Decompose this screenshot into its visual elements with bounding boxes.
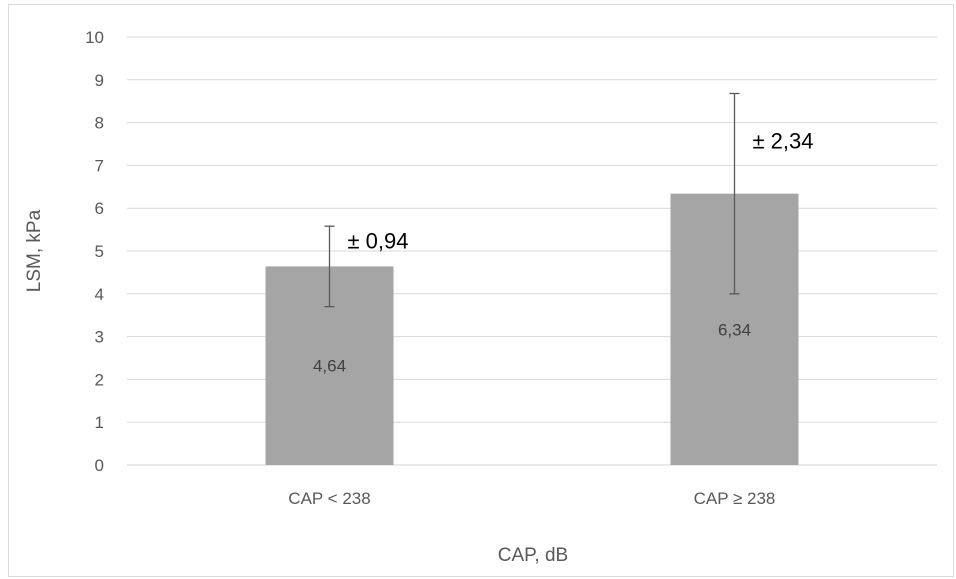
- x-tick-label: CAP ≥ 238: [694, 489, 776, 508]
- y-tick-label: 0: [95, 456, 104, 475]
- x-tick-label: CAP < 238: [288, 489, 370, 508]
- y-axis-tick-labels: 0 1 2 3 4 5 6 7 8 9 10: [85, 28, 104, 475]
- y-tick-label: 10: [85, 28, 104, 47]
- y-tick-label: 1: [95, 413, 104, 432]
- gridlines: [127, 36, 937, 466]
- bar-value-label: 6,34: [718, 320, 751, 339]
- y-tick-label: 9: [95, 71, 104, 90]
- x-axis-title: CAP, dB: [498, 545, 568, 566]
- x-axis-tick-labels: CAP < 238 CAP ≥ 238: [288, 489, 775, 508]
- y-tick-label: 8: [95, 114, 104, 133]
- y-tick-label: 4: [95, 285, 104, 304]
- data-labels: 4,64 ± 0,94 6,34 ± 2,34: [313, 129, 814, 376]
- y-tick-label: 3: [95, 328, 104, 347]
- bar-value-label: 4,64: [313, 357, 346, 376]
- y-tick-label: 5: [95, 242, 104, 261]
- y-tick-label: 7: [95, 156, 104, 175]
- error-label: ± 2,34: [753, 129, 814, 154]
- error-label: ± 0,94: [348, 228, 409, 253]
- error-bars: [324, 92, 740, 308]
- y-tick-label: 2: [95, 370, 104, 389]
- y-tick-label: 6: [95, 199, 104, 218]
- y-axis-title: LSM, kPa: [24, 209, 45, 292]
